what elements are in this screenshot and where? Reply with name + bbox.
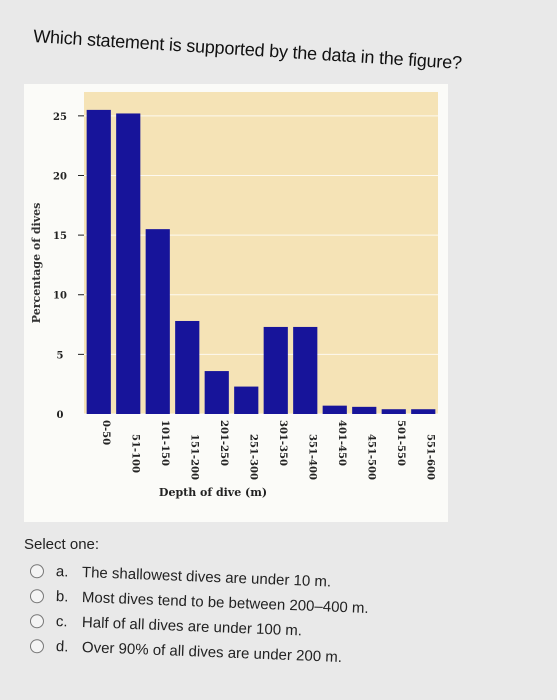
radio-button-d[interactable] (29, 638, 45, 654)
option-d[interactable]: d. Over 90% of all dives are under 200 m… (29, 637, 343, 666)
bar-251-300 (234, 386, 259, 414)
x-tick-label: 251-300 (247, 434, 258, 480)
y-tick-label: 25 (53, 112, 67, 123)
x-tick-label: 301-350 (277, 420, 288, 466)
x-tick-label: 351-400 (306, 434, 317, 480)
bar-51-100 (116, 113, 141, 414)
bar-401-450 (322, 405, 347, 414)
bar-201-250 (204, 371, 229, 414)
y-axis-label: Percentage of dives (30, 203, 43, 324)
y-tick-label: 5 (57, 350, 64, 361)
bar-301-350 (263, 326, 288, 414)
bar-0-50 (86, 109, 111, 414)
x-tick-label: 101-150 (159, 420, 170, 466)
x-tick-label: 451-500 (365, 434, 376, 480)
select-one-label: Select one: (24, 536, 100, 553)
plot-area (84, 92, 438, 414)
x-tick-label: 0-50 (100, 420, 111, 445)
option-letter: b. (55, 588, 69, 606)
option-letter: a. (55, 563, 69, 581)
option-text: Half of all dives are under 100 m. (81, 614, 303, 640)
option-letter: d. (55, 638, 69, 656)
y-tick-label: 10 (53, 291, 67, 302)
bar-451-500 (352, 406, 377, 414)
x-axis-ticks: 0-50 51-100 101-150 151-200 201-250 251-300 30… (100, 420, 436, 480)
option-text: Over 90% of all dives are under 200 m. (81, 639, 343, 666)
y-axis-ticks: 0 5 10 15 20 25 (53, 112, 84, 421)
question-text: Which statement is supported by the data… (32, 26, 463, 73)
x-axis-label: Depth of dive (m) (159, 486, 267, 499)
bar-551-600 (411, 409, 436, 414)
radio-button-b[interactable] (29, 588, 45, 604)
x-tick-label: 51-100 (129, 434, 140, 473)
y-tick-label: 20 (53, 171, 67, 182)
radio-button-c[interactable] (29, 613, 45, 629)
bar-101-150 (145, 229, 170, 414)
option-a[interactable]: a. The shallowest dives are under 10 m. (29, 562, 332, 591)
option-text: The shallowest dives are under 10 m. (81, 564, 332, 591)
option-b[interactable]: b. Most dives tend to be between 200–400… (29, 587, 369, 618)
y-tick-label: 15 (53, 231, 67, 242)
x-tick-label: 151-200 (188, 434, 199, 480)
option-text: Most dives tend to be between 200–400 m. (81, 589, 369, 618)
y-tick-label: 0 (57, 410, 64, 421)
bar-chart: 0 5 10 15 20 25 0-50 51-100 101-150 151-200 201-2… (30, 92, 438, 499)
x-tick-label: 201-250 (218, 420, 229, 466)
option-c[interactable]: c. Half of all dives are under 100 m. (29, 612, 303, 640)
bar-501-550 (381, 409, 406, 414)
gridlines (84, 115, 438, 415)
x-tick-label: 401-450 (336, 420, 347, 466)
x-tick-label: 551-600 (424, 434, 435, 480)
radio-button-a[interactable] (29, 563, 45, 579)
bars (86, 109, 436, 414)
option-letter: c. (55, 613, 68, 631)
bar-351-400 (293, 326, 318, 414)
x-tick-label: 501-550 (395, 420, 406, 466)
bar-151-200 (175, 320, 200, 414)
bar-chart-figure: 0 5 10 15 20 25 0-50 51-100 101-150 151-200 201-2… (24, 84, 448, 522)
